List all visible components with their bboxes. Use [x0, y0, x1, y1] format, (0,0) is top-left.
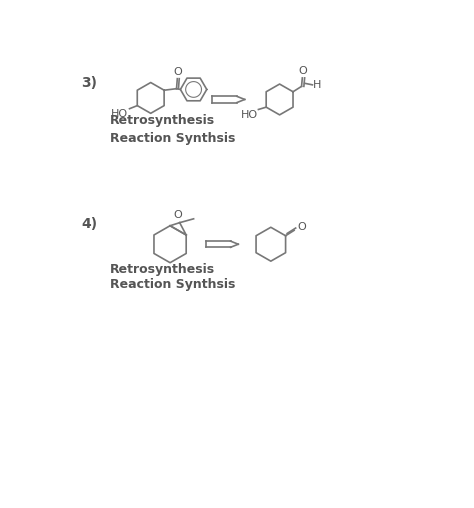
Text: Retrosynthesis: Retrosynthesis	[109, 263, 215, 276]
Text: Retrosynthesis: Retrosynthesis	[109, 114, 215, 127]
Text: H: H	[313, 80, 321, 90]
Text: O: O	[299, 67, 308, 76]
Text: HO: HO	[240, 110, 258, 120]
Text: HO: HO	[111, 109, 128, 119]
Text: O: O	[173, 67, 182, 77]
Text: Reaction Synthsis: Reaction Synthsis	[109, 278, 235, 291]
Text: 3): 3)	[81, 76, 97, 90]
Text: O: O	[297, 221, 306, 232]
Text: O: O	[173, 210, 182, 220]
Text: 4): 4)	[81, 217, 97, 231]
Text: Reaction Synthsis: Reaction Synthsis	[109, 132, 235, 145]
